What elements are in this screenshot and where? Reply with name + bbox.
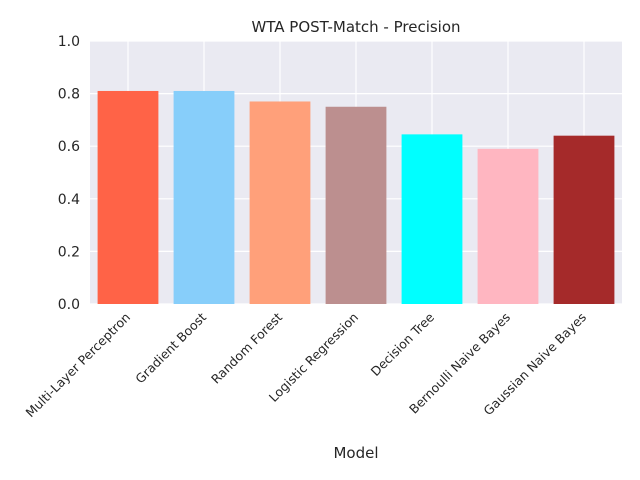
x-tick-label: Decision Tree [368, 309, 438, 379]
bar [477, 148, 539, 304]
y-tick-label: 0.2 [58, 244, 80, 260]
bar [249, 101, 311, 305]
y-tick-labels: 0.0 0.2 0.4 0.6 0.8 1.0 [58, 34, 80, 313]
bar [401, 134, 463, 304]
bars [97, 90, 615, 305]
x-tick-label: Gradient Boost [132, 309, 209, 386]
y-tick-label: 0.0 [58, 297, 80, 313]
bar [173, 90, 235, 304]
bar [97, 90, 159, 304]
y-tick-label: 0.8 [58, 87, 80, 103]
bar [553, 135, 615, 304]
x-tick-labels: Multi-Layer Perceptron Gradient BoostRand… [23, 309, 590, 420]
y-tick-label: 0.6 [58, 139, 80, 155]
y-tick-label: 0.4 [58, 192, 80, 208]
x-tick-label: Random Forest [208, 309, 285, 386]
y-tick-label: 1.0 [58, 34, 80, 50]
chart-title: WTA POST-Match - Precision [251, 18, 460, 36]
x-axis-label: Model [333, 444, 378, 462]
x-tick-label: Multi-Layer Perceptron [23, 310, 134, 421]
bar [325, 106, 387, 304]
